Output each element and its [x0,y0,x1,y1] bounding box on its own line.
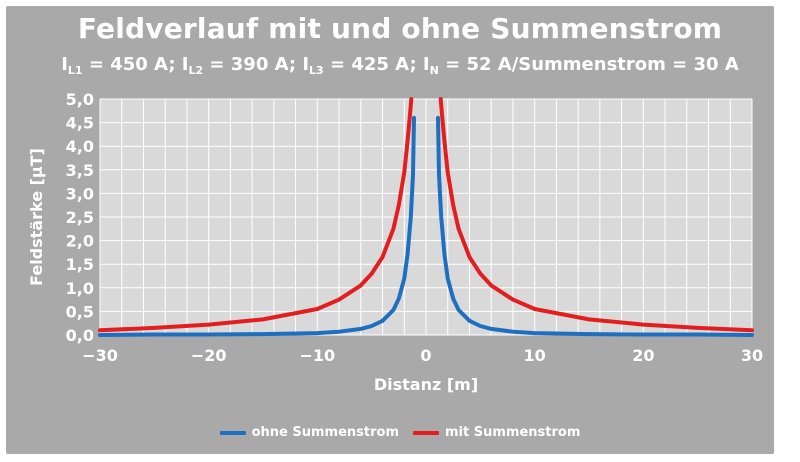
legend-label-mit: mit Summenstrom [445,425,581,440]
x-tick-labels: −30 −20 −10 0 10 20 30 [82,346,763,365]
x-tick-label: 10 [524,346,546,365]
subtitle-l1-val: = 450 A; [82,54,182,75]
x-tick-label: 0 [420,346,431,365]
subtitle-l3-sub: L3 [309,64,324,77]
series-line-ohne-left [98,115,416,337]
subtitle-n-val: = 52 A/Summenstrom = 30 A [438,54,739,75]
y-axis-label: Feldstärke [µT] [27,148,46,286]
x-tick-label: −10 [299,346,335,365]
subtitle-i-1: I [61,54,68,75]
series-line-ohne-right [436,115,754,337]
subtitle-l2-val: = 390 A; [203,54,303,75]
subtitle-i-4: I [422,54,430,75]
grid-lines [99,98,753,336]
x-tick-label: 30 [741,346,763,365]
y-tick-label: 0,0 [66,326,94,345]
series-line-mit-left [98,97,414,333]
legend: ohne Summenstrom mit Summenstrom [0,425,800,440]
subtitle-i-3: I [302,54,310,75]
chart-title: Feldverlauf mit und ohne Summenstrom [77,12,723,45]
x-tick-label: 20 [632,346,654,365]
y-tick-labels: 0,0 0,5 1,0 1,5 2,0 2,5 3,0 3,5 4,0 4,5 5,0 [66,90,94,345]
legend-item-ohne: ohne Summenstrom [219,425,400,440]
subtitle-n-sub: N [429,64,439,77]
y-tick-label: 2,5 [66,208,94,227]
y-tick-label: 3,0 [66,184,94,203]
y-tick-label: 5,0 [66,90,94,109]
subtitle-l1-sub: L1 [67,64,83,77]
y-tick-label: 0,5 [66,302,94,321]
series-line-mit-right [438,97,754,333]
y-tick-label: 1,5 [66,255,94,274]
y-tick-label: 1,0 [66,279,94,298]
x-tick-label: −30 [82,346,118,365]
subtitle-i-2: I [181,54,189,75]
x-tick-label: −20 [191,346,227,365]
y-tick-label: 4,5 [66,114,94,133]
legend-swatch-mit [413,430,440,435]
subtitle-l2-sub: L2 [188,64,204,77]
legend-swatch-ohne [219,430,246,435]
subtitle-l3-val: = 425 A; [323,54,423,75]
y-tick-label: 3,5 [66,161,94,180]
y-tick-label: 2,0 [66,232,94,251]
y-tick-label: 4,0 [66,137,94,156]
x-axis-label: Distanz [m] [374,375,478,394]
chart-subtitle: IL1 = 450 A; IL2 = 390 A; IL3 = 425 A; I… [0,54,800,77]
legend-item-mit: mit Summenstrom [413,425,580,440]
legend-label-ohne: ohne Summenstrom [251,425,400,440]
series-layer [98,97,754,337]
